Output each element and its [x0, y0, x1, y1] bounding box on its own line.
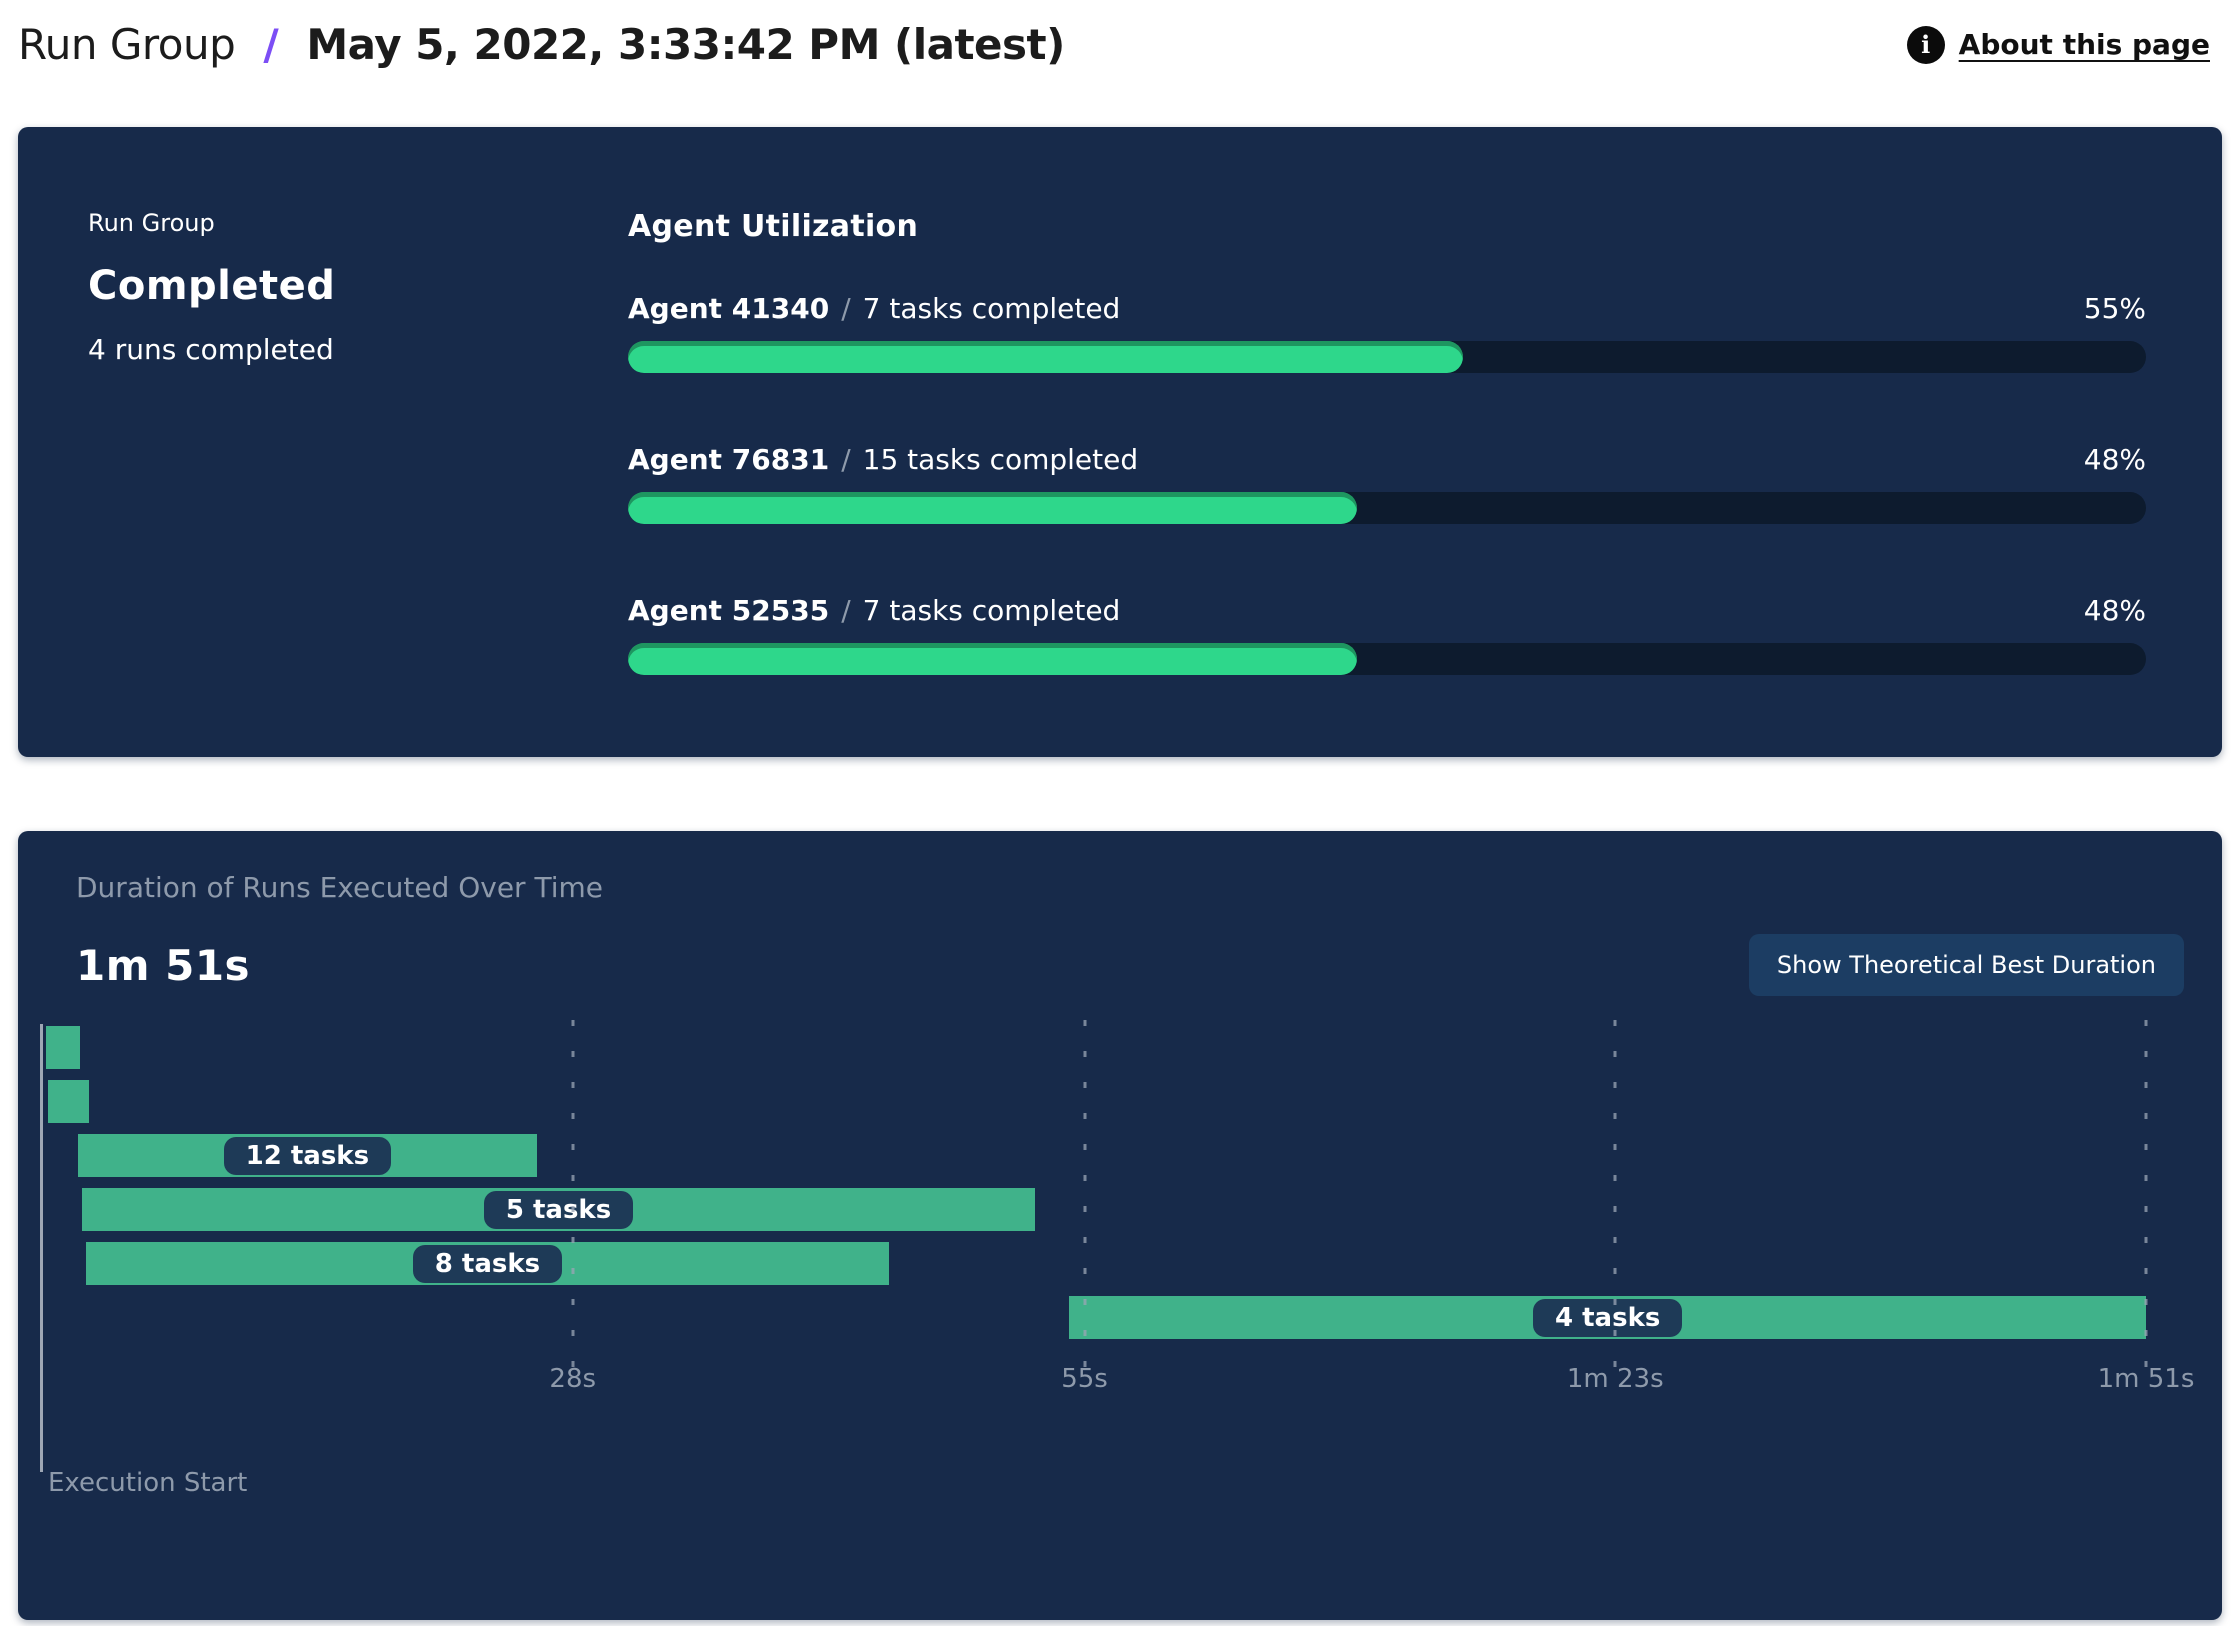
info-icon: i [1906, 25, 1945, 64]
agent-utilization-track [628, 643, 2146, 675]
agent-utilization-label-line: Agent 41340 / 7 tasks completed 55% [628, 292, 2146, 325]
agent-utilization-track [628, 341, 2146, 373]
agent-utilization-row: Agent 52535 / 7 tasks completed 48% [628, 594, 2146, 675]
agent-utilization-percent: 48% [2083, 443, 2146, 476]
agent-name-separator: / [841, 443, 851, 476]
gantt-bar[interactable] [47, 1080, 90, 1123]
total-duration-value: 1m 51s [76, 940, 251, 990]
execution-start-label: Execution Start [48, 1468, 248, 1498]
breadcrumb-separator: / [263, 20, 279, 69]
agent-utilization-fill [628, 341, 1463, 373]
agent-utilization-fill [628, 643, 1357, 675]
agent-utilization-row: Agent 76831 / 15 tasks completed 48% [628, 443, 2146, 524]
gridline-1m-23s [1613, 1020, 1617, 1372]
agent-name: Agent 76831 [628, 443, 830, 476]
duration-panel: Duration of Runs Executed Over Time 1m 5… [18, 831, 2222, 1620]
duration-chart-title: Duration of Runs Executed Over Time [76, 871, 603, 904]
gantt-bar[interactable] [45, 1026, 80, 1069]
page-title: Run Group / May 5, 2022, 3:33:42 PM (lat… [18, 20, 1065, 69]
runs-completed-count: 4 runs completed [88, 333, 334, 366]
run-group-summary: Run Group Completed 4 runs completed [88, 209, 628, 675]
gantt-bar[interactable]: 5 tasks [81, 1188, 1036, 1231]
gantt-bar-task-count: 12 tasks [223, 1136, 392, 1175]
gridline-28s [571, 1020, 575, 1372]
agent-utilization-heading: Agent Utilization [628, 209, 919, 244]
gridline-1m-51s [2144, 1020, 2148, 1372]
agent-utilization-percent: 48% [2083, 594, 2146, 627]
page-header: Run Group / May 5, 2022, 3:33:42 PM (lat… [0, 0, 2240, 69]
y-axis-line [40, 1024, 43, 1472]
agent-name: Agent 41340 [628, 292, 830, 325]
x-axis-tick-label: 28s [549, 1364, 597, 1394]
agent-tasks-completed: 7 tasks completed [862, 594, 1121, 627]
gantt-bar[interactable]: 12 tasks [78, 1134, 537, 1177]
agent-utilization-percent: 55% [2083, 292, 2146, 325]
agent-utilization-row: Agent 41340 / 7 tasks completed 55% [628, 292, 2146, 373]
duration-panel-head: Duration of Runs Executed Over Time 1m 5… [18, 871, 2222, 996]
about-this-page-link[interactable]: About this page [1958, 28, 2210, 61]
agent-tasks-completed: 7 tasks completed [862, 292, 1121, 325]
gridline-55s [1083, 1020, 1087, 1372]
agent-utilization-label-line: Agent 76831 / 15 tasks completed 48% [628, 443, 2146, 476]
agent-utilization-list: Agent 41340 / 7 tasks completed 55% Agen… [628, 292, 2146, 675]
gantt-bar[interactable]: 8 tasks [85, 1242, 890, 1285]
duration-gantt-chart: 12 tasks 5 tasks 8 tasks 4 tasks Executi… [40, 1020, 2194, 1520]
x-axis-tick-label: 1m 23s [1566, 1364, 1664, 1394]
run-group-status: Completed [88, 263, 336, 309]
x-axis-tick-label: 55s [1061, 1364, 1108, 1394]
agent-tasks-completed: 15 tasks completed [862, 443, 1139, 476]
agent-utilization-label-line: Agent 52535 / 7 tasks completed 48% [628, 594, 2146, 627]
agent-name: Agent 52535 [628, 594, 830, 627]
agent-utilization-track [628, 492, 2146, 524]
x-axis-tick-label: 1m 51s [2097, 1364, 2195, 1394]
show-theoretical-best-duration-button[interactable]: Show Theoretical Best Duration [1748, 934, 2184, 996]
duration-panel-toolbar: 1m 51s Show Theoretical Best Duration [76, 934, 2184, 996]
run-group-label: Run Group [88, 209, 215, 237]
agent-name-separator: / [841, 594, 851, 627]
gantt-bars: 12 tasks 5 tasks 8 tasks 4 tasks [42, 1020, 2146, 1520]
gantt-bar-task-count: 5 tasks [483, 1190, 634, 1229]
gantt-bar-task-count: 8 tasks [412, 1244, 563, 1283]
about-this-page[interactable]: i About this page [1906, 25, 2210, 64]
gantt-bar[interactable]: 4 tasks [1069, 1296, 2146, 1339]
agent-utilization-section: Agent Utilization Agent 41340 / 7 tasks … [628, 209, 2146, 675]
agent-name-separator: / [841, 292, 851, 325]
breadcrumb-root: Run Group [18, 20, 236, 69]
agent-utilization-fill [628, 492, 1357, 524]
run-group-status-panel: Run Group Completed 4 runs completed Age… [18, 127, 2222, 757]
breadcrumb-current: May 5, 2022, 3:33:42 PM (latest) [306, 20, 1065, 69]
gantt-bar-task-count: 4 tasks [1532, 1298, 1683, 1337]
